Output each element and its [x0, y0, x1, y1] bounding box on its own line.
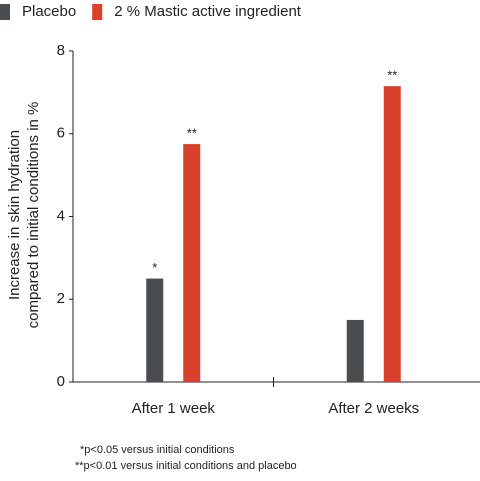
y-tick-label: 4	[57, 207, 65, 224]
bar	[346, 319, 364, 382]
y-axis-label: Increase in skin hydration	[6, 130, 23, 300]
y-axis-label: compared to initial conditions in %	[25, 102, 42, 329]
legend-swatch	[92, 4, 103, 20]
legend-swatch	[0, 4, 10, 20]
footnote: *p<0.05 versus initial conditions	[80, 444, 235, 456]
significance-marker: **	[187, 126, 197, 141]
y-tick-label: 0	[57, 373, 65, 390]
bar	[183, 144, 201, 382]
significance-marker: *	[152, 260, 157, 275]
x-tick-label: After 1 week	[132, 400, 216, 417]
legend-label: Placebo	[22, 3, 76, 20]
y-tick-label: 8	[57, 42, 65, 59]
bar	[146, 278, 164, 382]
x-tick-label: After 2 weeks	[328, 400, 419, 417]
significance-marker: **	[387, 68, 397, 83]
footnote: **p<0.01 versus initial conditions and p…	[75, 460, 297, 472]
bar	[383, 86, 401, 382]
y-tick-label: 2	[57, 290, 65, 307]
y-tick-label: 6	[57, 125, 65, 142]
legend-label: 2 % Mastic active ingredient	[114, 3, 302, 20]
